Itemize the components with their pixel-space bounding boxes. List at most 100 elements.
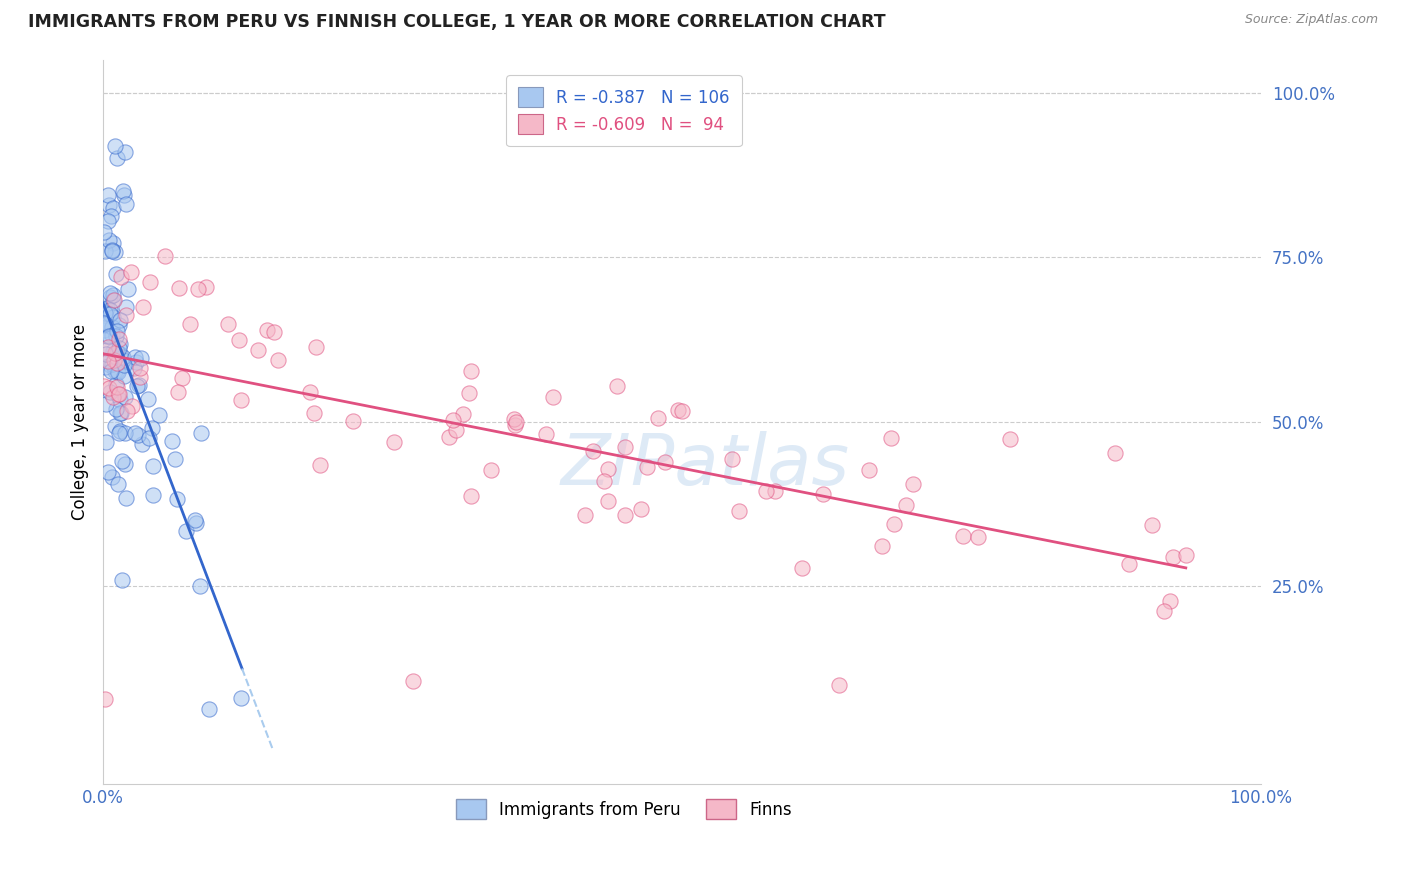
- Point: [101, 236, 124, 251]
- Point: [101, 328, 124, 343]
- Point: [97, 354, 120, 368]
- Point: [101, 344, 124, 359]
- Point: [101, 244, 124, 258]
- Point: [636, 459, 658, 474]
- Point: [952, 529, 974, 543]
- Point: [94, 318, 117, 332]
- Point: [458, 385, 481, 400]
- Point: [195, 280, 218, 294]
- Point: [790, 561, 813, 575]
- Point: [112, 188, 135, 202]
- Point: [107, 387, 129, 401]
- Point: [125, 355, 148, 369]
- Point: [101, 390, 124, 404]
- Point: [111, 453, 134, 467]
- Point: [728, 504, 751, 518]
- Point: [184, 514, 207, 528]
- Point: [93, 225, 115, 239]
- Point: [105, 324, 128, 338]
- Point: [827, 678, 849, 692]
- Point: [103, 293, 125, 308]
- Point: [97, 465, 120, 479]
- Point: [298, 384, 321, 399]
- Point: [108, 332, 131, 346]
- Point: [614, 508, 637, 522]
- Point: [108, 347, 131, 361]
- Point: [671, 404, 693, 418]
- Point: [763, 484, 786, 499]
- Point: [858, 463, 880, 477]
- Point: [98, 352, 121, 367]
- Point: [131, 437, 153, 451]
- Point: [342, 414, 364, 428]
- Point: [107, 476, 129, 491]
- Point: [184, 516, 207, 530]
- Point: [101, 288, 124, 302]
- Point: [169, 281, 191, 295]
- Point: [1140, 518, 1163, 533]
- Point: [1153, 604, 1175, 618]
- Point: [104, 346, 127, 360]
- Point: [110, 406, 132, 420]
- Point: [93, 360, 115, 375]
- Point: [114, 145, 136, 160]
- Point: [401, 673, 423, 688]
- Point: [302, 406, 325, 420]
- Point: [880, 431, 903, 445]
- Point: [105, 376, 128, 391]
- Point: [654, 455, 676, 469]
- Y-axis label: College, 1 year or more: College, 1 year or more: [72, 324, 89, 520]
- Point: [114, 457, 136, 471]
- Point: [166, 492, 188, 507]
- Point: [120, 265, 142, 279]
- Point: [105, 267, 128, 281]
- Point: [129, 361, 152, 376]
- Point: [110, 270, 132, 285]
- Point: [614, 440, 637, 454]
- Point: [98, 198, 121, 212]
- Point: [187, 282, 209, 296]
- Point: [112, 184, 135, 198]
- Point: [439, 430, 461, 444]
- Point: [108, 424, 131, 438]
- Point: [100, 470, 122, 484]
- Point: [94, 244, 117, 258]
- Point: [117, 404, 139, 418]
- Point: [998, 433, 1021, 447]
- Point: [122, 361, 145, 376]
- Point: [153, 250, 176, 264]
- Point: [100, 243, 122, 257]
- Point: [460, 489, 482, 503]
- Point: [104, 419, 127, 434]
- Point: [141, 421, 163, 435]
- Point: [97, 340, 120, 354]
- Point: [96, 328, 118, 343]
- Point: [108, 341, 131, 355]
- Point: [105, 380, 128, 394]
- Point: [101, 310, 124, 325]
- Point: [105, 151, 128, 165]
- Point: [110, 393, 132, 408]
- Point: [108, 387, 131, 401]
- Point: [104, 402, 127, 417]
- Point: [574, 508, 596, 522]
- Point: [1163, 549, 1185, 564]
- Point: [166, 384, 188, 399]
- Point: [142, 488, 165, 502]
- Point: [114, 301, 136, 315]
- Point: [124, 350, 146, 364]
- Point: [108, 318, 131, 332]
- Point: [104, 364, 127, 378]
- Point: [247, 343, 270, 358]
- Point: [97, 342, 120, 356]
- Point: [94, 346, 117, 360]
- Point: [98, 285, 121, 300]
- Point: [217, 318, 239, 332]
- Point: [98, 384, 121, 399]
- Point: [101, 201, 124, 215]
- Point: [98, 233, 121, 247]
- Point: [441, 413, 464, 427]
- Text: Source: ZipAtlas.com: Source: ZipAtlas.com: [1244, 13, 1378, 27]
- Text: IMMIGRANTS FROM PERU VS FINNISH COLLEGE, 1 YEAR OR MORE CORRELATION CHART: IMMIGRANTS FROM PERU VS FINNISH COLLEGE,…: [28, 13, 886, 31]
- Point: [108, 406, 131, 420]
